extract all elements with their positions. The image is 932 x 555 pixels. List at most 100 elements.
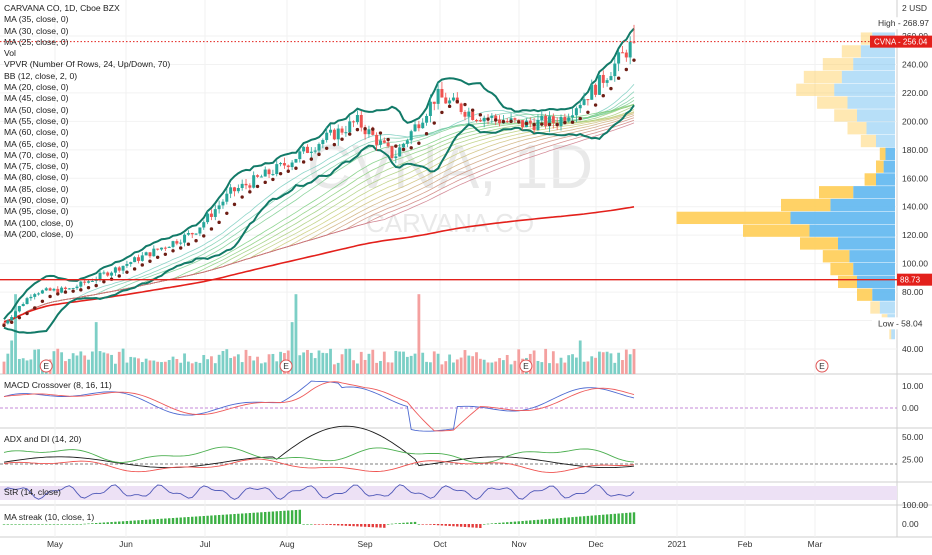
legend-ma-65[interactable]: MA (65, close, 0) bbox=[4, 138, 69, 149]
candle-body[interactable] bbox=[494, 115, 498, 120]
candle-body[interactable] bbox=[590, 84, 594, 100]
candle-body[interactable] bbox=[363, 127, 367, 135]
candle-body[interactable] bbox=[279, 163, 283, 165]
candle-body[interactable] bbox=[156, 248, 160, 250]
legend-vol[interactable]: Vol bbox=[4, 48, 16, 59]
candle-body[interactable] bbox=[540, 115, 544, 121]
candle-body[interactable] bbox=[547, 116, 551, 127]
candle-body[interactable] bbox=[428, 101, 432, 116]
candle-body[interactable] bbox=[140, 255, 144, 261]
candle-body[interactable] bbox=[551, 116, 555, 123]
candle-body[interactable] bbox=[390, 146, 394, 159]
candle-body[interactable] bbox=[432, 101, 436, 104]
candle-body[interactable] bbox=[409, 131, 413, 141]
candle-body[interactable] bbox=[252, 175, 256, 188]
candle-body[interactable] bbox=[405, 140, 409, 144]
candle-body[interactable] bbox=[110, 272, 114, 276]
candle-body[interactable] bbox=[578, 104, 582, 109]
candle-body[interactable] bbox=[190, 233, 194, 235]
candle-body[interactable] bbox=[298, 151, 302, 160]
candle-body[interactable] bbox=[459, 103, 463, 112]
candle-body[interactable] bbox=[498, 119, 502, 124]
stoch-line[interactable] bbox=[3, 484, 635, 500]
candle-body[interactable] bbox=[117, 267, 121, 271]
legend-ma-25[interactable]: MA (25, close, 0) bbox=[4, 36, 69, 47]
legend-ma-45[interactable]: MA (45, close, 0) bbox=[4, 93, 69, 104]
candle-body[interactable] bbox=[482, 117, 486, 122]
candle-body[interactable] bbox=[152, 248, 156, 257]
candle-body[interactable] bbox=[340, 128, 344, 133]
candle-body[interactable] bbox=[478, 120, 482, 122]
candle-body[interactable] bbox=[171, 241, 175, 247]
candle-body[interactable] bbox=[544, 115, 548, 127]
candle-body[interactable] bbox=[382, 140, 386, 143]
candle-body[interactable] bbox=[305, 146, 309, 153]
candle-body[interactable] bbox=[378, 140, 382, 145]
candle-body[interactable] bbox=[37, 293, 41, 295]
candle-body[interactable] bbox=[505, 121, 509, 123]
candle-body[interactable] bbox=[14, 311, 18, 318]
candle-body[interactable] bbox=[25, 298, 29, 305]
candle-body[interactable] bbox=[183, 234, 187, 243]
candle-body[interactable] bbox=[448, 100, 452, 104]
candle-body[interactable] bbox=[125, 263, 129, 266]
candle-body[interactable] bbox=[490, 115, 494, 118]
legend-ma-85[interactable]: MA (85, close, 0) bbox=[4, 183, 69, 194]
candle-body[interactable] bbox=[229, 187, 233, 194]
candle-body[interactable] bbox=[290, 162, 294, 168]
candle-body[interactable] bbox=[309, 151, 313, 153]
candle-body[interactable] bbox=[302, 146, 306, 152]
earnings-marker[interactable] bbox=[519, 359, 533, 373]
candle-body[interactable] bbox=[574, 108, 578, 116]
candle-body[interactable] bbox=[620, 52, 624, 54]
candle-body[interactable] bbox=[394, 156, 398, 159]
candle-body[interactable] bbox=[194, 233, 198, 235]
legend-vpvr[interactable]: VPVR (Number Of Rows, 24, Up/Down, 70) bbox=[4, 59, 171, 70]
candle-body[interactable] bbox=[275, 164, 279, 175]
candle-body[interactable] bbox=[513, 118, 517, 120]
candle-body[interactable] bbox=[563, 116, 567, 121]
candle-body[interactable] bbox=[344, 132, 348, 134]
candle-body[interactable] bbox=[271, 174, 275, 176]
legend-ma-55[interactable]: MA (55, close, 0) bbox=[4, 115, 69, 126]
candle-body[interactable] bbox=[52, 288, 56, 291]
adx-line[interactable] bbox=[3, 425, 635, 469]
candle-body[interactable] bbox=[198, 227, 202, 234]
di-minus-line[interactable] bbox=[3, 458, 635, 473]
candle-body[interactable] bbox=[532, 123, 536, 131]
candle-body[interactable] bbox=[44, 288, 48, 291]
candle-body[interactable] bbox=[136, 257, 140, 261]
candle-body[interactable] bbox=[294, 159, 298, 163]
candle-body[interactable] bbox=[613, 63, 617, 77]
candle-body[interactable] bbox=[425, 115, 429, 123]
candle-body[interactable] bbox=[160, 247, 163, 250]
candle-body[interactable] bbox=[79, 281, 83, 287]
legend-ma-100[interactable]: MA (100, close, 0) bbox=[4, 217, 74, 228]
candle-body[interactable] bbox=[624, 52, 628, 58]
candle-body[interactable] bbox=[121, 265, 125, 271]
legend-ma-50[interactable]: MA (50, close, 0) bbox=[4, 104, 69, 115]
candle-body[interactable] bbox=[325, 132, 329, 141]
candle-body[interactable] bbox=[398, 147, 402, 157]
legend-ma-60[interactable]: MA (60, close, 0) bbox=[4, 127, 69, 138]
candle-body[interactable] bbox=[244, 183, 248, 186]
candle-body[interactable] bbox=[528, 120, 532, 124]
candle-body[interactable] bbox=[248, 185, 252, 188]
candle-body[interactable] bbox=[421, 122, 425, 129]
bollinger-upper[interactable] bbox=[3, 27, 635, 320]
candle-body[interactable] bbox=[463, 111, 467, 117]
candle-body[interactable] bbox=[232, 187, 236, 192]
candle-body[interactable] bbox=[175, 241, 179, 244]
legend-ma-200[interactable]: MA (200, close, 0) bbox=[4, 228, 74, 239]
candle-body[interactable] bbox=[444, 97, 448, 104]
candle-body[interactable] bbox=[102, 272, 106, 274]
candle-body[interactable] bbox=[256, 175, 260, 177]
candle-body[interactable] bbox=[321, 140, 325, 145]
macd-pane-label[interactable]: MACD Crossover (8, 16, 11) bbox=[4, 380, 112, 390]
candle-body[interactable] bbox=[597, 74, 601, 95]
candle-body[interactable] bbox=[367, 129, 371, 135]
candle-body[interactable] bbox=[282, 163, 286, 166]
candle-body[interactable] bbox=[582, 99, 586, 105]
candle-body[interactable] bbox=[83, 281, 87, 283]
candle-body[interactable] bbox=[21, 304, 25, 307]
